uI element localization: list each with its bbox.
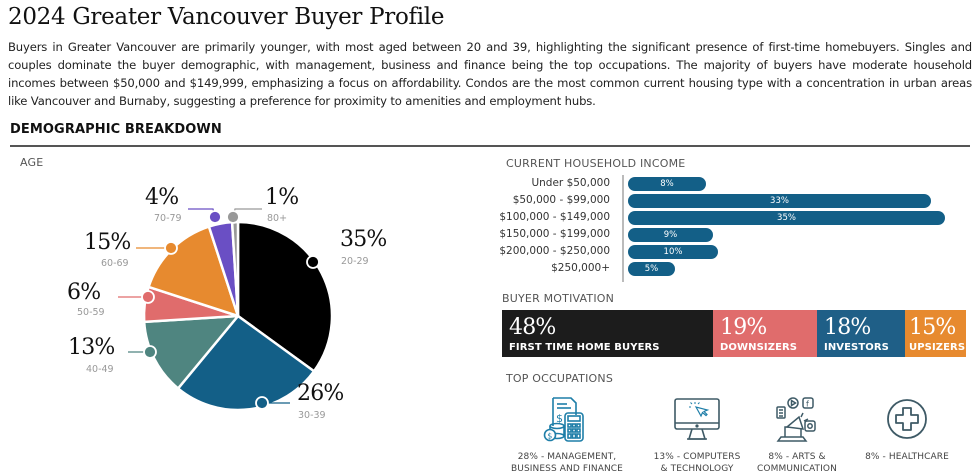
- intro-paragraph: Buyers in Greater Vancouver are primaril…: [8, 40, 972, 108]
- svg-text:$: $: [556, 412, 563, 425]
- age-pct-70-79: 4%: [145, 185, 179, 210]
- occupation-text-line2: BUSINESS AND FINANCE: [511, 464, 623, 474]
- svg-text:f: f: [806, 400, 809, 409]
- age-pct-40-49: 13%: [68, 335, 115, 360]
- motivation-pct: 48%: [509, 315, 556, 340]
- motivation-text: UPSIZERS: [909, 342, 966, 353]
- motivation-pct: 15%: [909, 315, 956, 340]
- pie-slice-30-39: [176, 314, 316, 412]
- occupation-text-line1: 8% - ARTS &: [768, 452, 826, 462]
- section-heading: DEMOGRAPHIC BREAKDOWN: [10, 122, 222, 137]
- occupations-label: TOP OCCUPATIONS: [506, 372, 614, 385]
- pie-marker-dot: [255, 396, 269, 410]
- occupation-text-line1: 28% - MANAGEMENT,: [517, 452, 617, 462]
- income-axis-line: [622, 175, 624, 282]
- buyer-motivation-bar: 48% FIRST TIME HOME BUYERS 19% DOWNSIZER…: [502, 310, 966, 357]
- medical-cross-icon: [887, 399, 927, 439]
- occupation-computers: 13% - COMPUTERS & TECHNOLOGY: [627, 395, 767, 475]
- age-range-20-29: 20-29: [341, 256, 369, 267]
- income-bar: 9%: [628, 228, 713, 242]
- age-range-70-79: 70-79: [154, 213, 182, 224]
- income-row-label: $100,000 - $149,000: [499, 211, 610, 223]
- motivation-text: FIRST TIME HOME BUYERS: [509, 342, 660, 353]
- motivation-pct: 19%: [720, 315, 767, 340]
- motivation-segment-downsizers: 19% DOWNSIZERS: [713, 310, 817, 357]
- motivation-segment-first-time: 48% FIRST TIME HOME BUYERS: [502, 310, 713, 357]
- income-label: CURRENT HOUSEHOLD INCOME: [506, 157, 686, 170]
- occupation-arts: f 8% - ARTS & COMMUNICATION: [727, 395, 867, 475]
- motivation-label: BUYER MOTIVATION: [502, 292, 615, 305]
- age-pct-80-plus: 1%: [265, 185, 299, 210]
- age-pct-30-39: 26%: [297, 381, 344, 406]
- occupation-text-line1: 13% - COMPUTERS: [653, 452, 741, 462]
- calculator-finance-icon: $ $: [543, 397, 584, 442]
- pie-marker-dot: [306, 255, 320, 269]
- age-pie-svg: [118, 208, 334, 412]
- pie-marker-dot: [226, 210, 240, 224]
- page-title: 2024 Greater Vancouver Buyer Profile: [8, 4, 445, 30]
- income-bar: 35%: [628, 211, 945, 225]
- age-pct-50-59: 6%: [67, 280, 101, 305]
- income-row-label: $150,000 - $199,000: [499, 228, 610, 240]
- income-row-label: Under $50,000: [531, 177, 610, 189]
- age-range-50-59: 50-59: [77, 307, 105, 318]
- income-category-labels: Under $50,000 $50,000 - $99,000 $100,000…: [495, 177, 610, 287]
- age-label: AGE: [20, 156, 44, 169]
- computer-monitor-icon: [674, 398, 720, 440]
- age-range-80-plus: 80+: [267, 213, 288, 224]
- megaphone-media-icon: f: [776, 397, 816, 442]
- svg-text:$: $: [547, 432, 552, 441]
- motivation-text: DOWNSIZERS: [720, 342, 798, 353]
- age-range-30-39: 30-39: [298, 410, 326, 421]
- motivation-segment-upsizers: 15% UPSIZERS: [905, 310, 966, 357]
- age-pie-chart: 35% 20-29 26% 30-39 13% 40-49 6% 50-59 1…: [0, 170, 480, 470]
- income-bar: 10%: [628, 245, 718, 259]
- income-row-label: $250,000+: [551, 262, 610, 274]
- pie-marker-dot: [208, 210, 222, 224]
- income-bar: 33%: [628, 194, 931, 208]
- age-range-60-69: 60-69: [101, 258, 129, 269]
- occupation-text-line2: COMMUNICATION: [757, 464, 837, 474]
- occupation-management: $ $ 28% - MANAGEMENT, BUSINESS AND FINAN…: [497, 395, 637, 475]
- occupation-text-line1: 8% - HEALTHCARE: [865, 452, 949, 462]
- motivation-pct: 18%: [824, 315, 871, 340]
- pie-marker-dot: [143, 345, 157, 359]
- occupation-text-line2: & TECHNOLOGY: [660, 464, 734, 474]
- income-bar: 8%: [628, 177, 706, 191]
- income-row-label: $50,000 - $99,000: [512, 194, 610, 206]
- income-bar: 5%: [628, 262, 675, 276]
- age-range-40-49: 40-49: [86, 364, 114, 375]
- motivation-text: INVESTORS: [824, 342, 889, 353]
- income-row-label: $200,000 - $250,000: [499, 245, 610, 257]
- age-pct-20-29: 35%: [340, 227, 387, 252]
- occupation-healthcare: 8% - HEALTHCARE: [837, 395, 977, 463]
- section-divider: [10, 145, 970, 147]
- motivation-segment-investors: 18% INVESTORS: [817, 310, 905, 357]
- age-pct-60-69: 15%: [84, 230, 131, 255]
- pie-marker-dot: [164, 241, 178, 255]
- pie-marker-dot: [141, 290, 155, 304]
- pie-slice-40-49: [142, 314, 240, 390]
